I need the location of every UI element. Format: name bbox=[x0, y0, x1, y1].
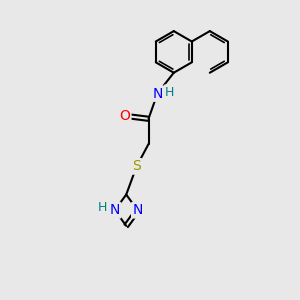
Text: N: N bbox=[132, 203, 143, 217]
Text: H: H bbox=[165, 85, 175, 98]
Text: O: O bbox=[119, 109, 130, 123]
Text: N: N bbox=[110, 203, 120, 217]
Text: S: S bbox=[132, 159, 141, 173]
Text: N: N bbox=[152, 86, 163, 100]
Text: H: H bbox=[98, 201, 107, 214]
